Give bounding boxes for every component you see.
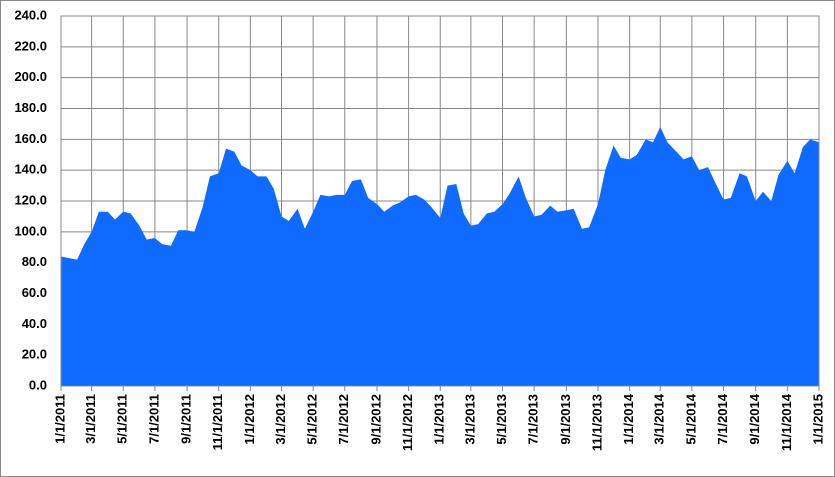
x-tick-label: 11/1/2011 bbox=[210, 394, 225, 450]
x-tick-label: 3/1/2011 bbox=[83, 394, 98, 444]
x-tick-label: 3/1/2013 bbox=[462, 394, 477, 445]
y-tick-label: 20.0 bbox=[22, 347, 47, 362]
x-tick-label: 11/1/2012 bbox=[400, 394, 415, 451]
y-tick-label: 240.0 bbox=[14, 7, 47, 22]
x-tick-label: 5/1/2013 bbox=[494, 394, 509, 445]
x-tick-label: 9/1/2011 bbox=[179, 394, 194, 444]
x-tick-label: 3/1/2012 bbox=[273, 394, 288, 445]
x-tick-label: 11/1/2014 bbox=[779, 393, 794, 451]
x-tick-label: 7/1/2013 bbox=[526, 394, 541, 445]
x-tick-label: 9/1/2014 bbox=[747, 393, 762, 444]
x-tick-label: 1/1/2013 bbox=[432, 394, 447, 445]
x-tick-label: 3/1/2014 bbox=[652, 393, 667, 444]
y-tick-label: 60.0 bbox=[22, 285, 47, 300]
area bbox=[61, 127, 819, 386]
x-tick-label: 5/1/2014 bbox=[683, 393, 698, 444]
y-tick-label: 0.0 bbox=[29, 377, 47, 392]
y-tick-label: 200.0 bbox=[14, 69, 47, 84]
y-tick-label: 40.0 bbox=[22, 316, 47, 331]
y-tick-label: 140.0 bbox=[14, 162, 47, 177]
y-tick-label: 160.0 bbox=[14, 131, 47, 146]
x-tick-label: 1/1/2014 bbox=[621, 393, 636, 444]
x-tick-label: 1/1/2012 bbox=[242, 394, 257, 445]
x-tick-label: 11/1/2013 bbox=[589, 394, 604, 451]
x-tick-label: 1/1/2011 bbox=[52, 394, 67, 444]
x-tick-label: 7/1/2011 bbox=[146, 394, 161, 444]
x-tick-label: 1/1/2015 bbox=[810, 394, 825, 445]
x-tick-label: 5/1/2012 bbox=[305, 394, 320, 445]
y-tick-label: 220.0 bbox=[14, 38, 47, 53]
x-tick-label: 9/1/2012 bbox=[368, 394, 383, 445]
x-tick-label: 7/1/2014 bbox=[715, 393, 730, 444]
y-tick-label: 80.0 bbox=[22, 254, 47, 269]
x-tick-label: 7/1/2012 bbox=[336, 394, 351, 445]
x-tick-label: 9/1/2013 bbox=[558, 394, 573, 445]
y-tick-label: 180.0 bbox=[14, 100, 47, 115]
y-tick-label: 120.0 bbox=[14, 192, 47, 207]
y-tick-label: 100.0 bbox=[14, 223, 47, 238]
x-tick-label: 5/1/2011 bbox=[115, 394, 130, 444]
